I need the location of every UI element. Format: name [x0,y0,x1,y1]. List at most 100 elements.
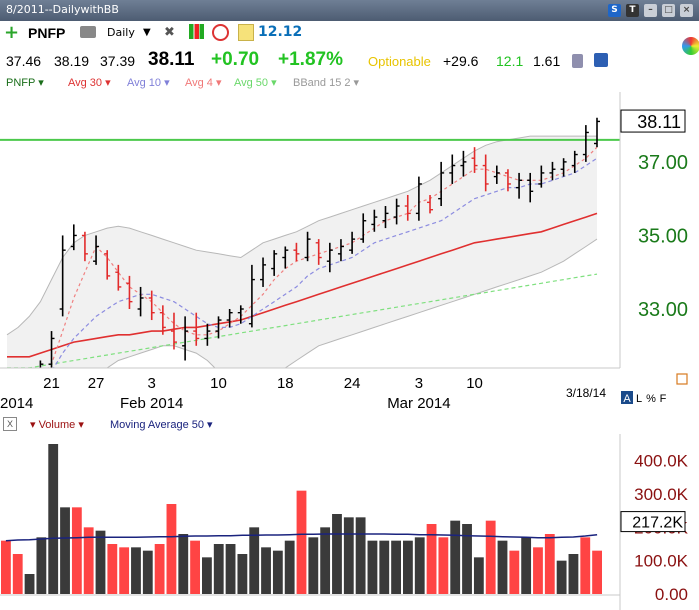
volume-bar [509,550,520,594]
add-icon[interactable]: + [4,22,20,43]
volume-bar [379,540,390,594]
minimize-button[interactable]: – [644,4,657,17]
volume-bar [355,517,366,594]
volume-bar [1,540,11,594]
note-icon[interactable] [238,24,254,41]
ohlc-bar [415,176,422,221]
ohlc-bar [404,194,411,221]
volume-bar [190,540,200,594]
date-axis-background [0,368,699,412]
ohlc-bar [137,286,144,317]
ohlc-bar [182,316,189,361]
period-select[interactable]: Daily [107,26,135,39]
volume-bar [391,540,401,594]
study-avg30[interactable]: Avg 30 ▾ [68,77,111,89]
axis-letter: F [660,393,667,405]
date-month-label: Mar 2014 [387,395,450,412]
study-symbol[interactable]: PNFP ▾ [6,77,44,89]
ohlc-bar [504,169,511,192]
ohlc-bar [371,209,378,232]
ohlc-bar [126,275,133,310]
date-tick-label: 10 [466,375,483,392]
volume-bar [485,520,496,594]
tv-button[interactable]: T [626,4,639,17]
ohlc-bar [226,309,233,328]
ohlc-bar [360,213,367,243]
bollinger-upper-line [6,135,597,336]
volume-bar [533,547,543,594]
close-icon[interactable]: X [3,417,17,431]
volume-bar [83,527,94,594]
date-month-label: Feb 2014 [120,395,183,412]
volume-bar [261,547,271,594]
price-tick-label: 33.00 [638,299,688,321]
ohlc-bars [4,117,600,401]
alarm-icon[interactable] [212,24,229,41]
last-price-label: 38.11 [637,112,681,132]
quote-last: 38.11 [148,49,195,70]
ohlc-bar [594,117,600,148]
toolbar-value: 12.12 [258,24,303,40]
maximize-button[interactable]: □ [662,4,675,17]
date-tick-label: 3 [415,375,423,392]
ohlc-bar [493,165,500,184]
volume-bar [284,540,295,594]
ohlc-bar [427,194,434,214]
ohlc-bar [560,158,567,177]
ohlc-bar [449,154,456,184]
color-wheel-icon[interactable] [682,37,699,55]
s-button[interactable]: S [608,4,621,17]
ohlc-bar [237,305,244,324]
avg10-line [7,157,598,387]
study-avg10[interactable]: Avg 10 ▾ [127,77,170,89]
volume-bar [48,444,59,594]
volume-study[interactable]: ▾ Volume ▾ [30,419,84,431]
axis-letter-highlight [621,391,633,404]
bollinger-band-fill [7,136,597,412]
volume-bar [462,524,472,594]
quote-low: 37.39 [100,53,136,69]
volume-bar [36,537,47,594]
volume-bar [131,547,141,594]
volume-bar [473,557,484,594]
indicator-icon[interactable] [189,24,204,39]
date-tick-label: 24 [344,375,361,392]
volume-bar [119,547,130,594]
symbol-label[interactable]: PNFP [28,25,66,41]
ohlc-bar [215,316,222,339]
volume-bar [544,534,555,594]
save-icon[interactable] [594,53,608,67]
ohlc-bar [159,305,166,335]
database-icon[interactable] [572,54,583,68]
optionable-label: Optionable [368,54,431,69]
volume-bar [60,507,70,594]
study-bband[interactable]: BBand 15 2 ▾ [293,77,360,89]
ohlc-bar [148,290,155,321]
price-tick-label: 35.00 [638,225,688,247]
volume-tick-label: 400.0K [634,452,689,471]
ohlc-bar [248,264,255,328]
volume-ma-study[interactable]: Moving Average 50 ▾ [110,419,213,431]
date-tick-label: 21 [43,375,60,392]
volume-bar [320,527,331,594]
ohlc-bar [471,147,478,173]
ohlc-bar [326,242,333,273]
last-volume-box [620,511,686,533]
chevron-down-icon[interactable]: ▼ [143,27,151,38]
close-button[interactable]: × [680,4,693,17]
window-title: 8/2011--DailywithBB [6,3,119,16]
ohlc-bar [582,125,589,162]
volume-bar [12,554,23,594]
print-icon[interactable] [80,26,96,38]
ohlc-bar [193,312,200,346]
study-avg50[interactable]: Avg 50 ▾ [234,77,277,89]
volume-studies-bar: X ▾ Volume ▾ Moving Average 50 ▾ [0,416,620,434]
last-price-box [620,109,686,133]
study-avg4[interactable]: Avg 4 ▾ [185,77,222,89]
quote-open: 37.46 [6,53,42,69]
tools-icon[interactable]: ✖ [164,25,175,40]
toolbar: + PNFP Daily ▼ ✖ 12.12 [0,21,699,45]
volume-bar [580,537,591,594]
